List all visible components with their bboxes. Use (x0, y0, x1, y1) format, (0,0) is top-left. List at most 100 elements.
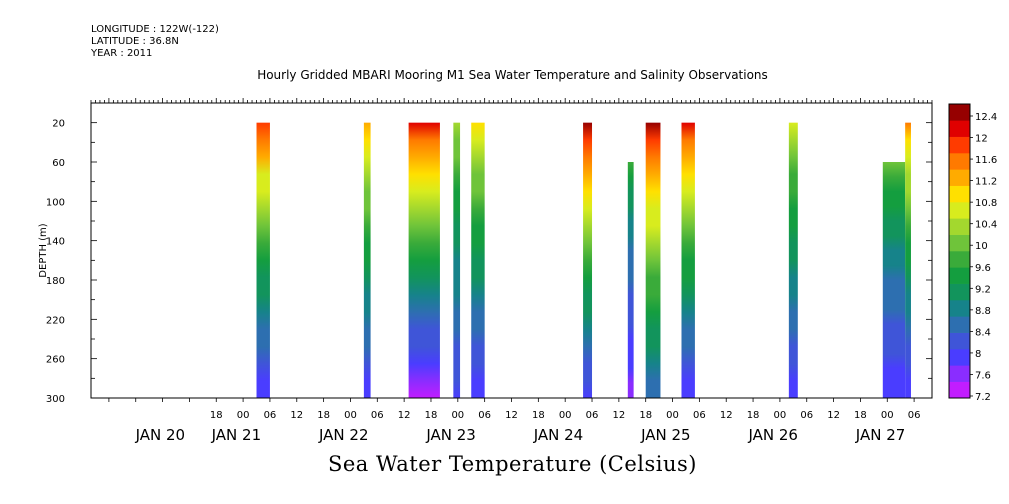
colorbar-swatch (949, 136, 970, 154)
x-tick-label: 18 (210, 410, 223, 421)
colorbar-swatch (949, 120, 970, 137)
y-tick-label: 300 (46, 394, 65, 405)
x-day-label: JAN 22 (318, 426, 369, 444)
y-tick-label: 100 (46, 197, 65, 208)
data-column (408, 122, 440, 399)
x-tick-label: 06 (264, 410, 277, 421)
data-column (453, 122, 461, 399)
axes: 18 00 06 12 18 00 06 12 18 00 06 12 18 00 06 12 18 00 06 12… (38, 98, 933, 444)
x-tick-label: 18 (317, 410, 330, 421)
x-axis-label: Sea Water Temperature (Celsius) (327, 452, 697, 476)
x-tick-label: 12 (827, 410, 840, 421)
colorbar-swatch (949, 332, 970, 350)
colorbar-label: 10.8 (975, 198, 997, 209)
x-tick-label: 18 (425, 410, 438, 421)
x-tick-label: 00 (881, 410, 894, 421)
colorbar-label: 11.6 (975, 155, 997, 166)
year-text: YEAR : 2011 (91, 48, 153, 59)
colorbar-swatch (949, 349, 970, 366)
colorbar-label: 8 (975, 349, 981, 360)
x-day-label: JAN 24 (533, 426, 584, 444)
x-tick-label: 12 (612, 410, 625, 421)
x-tick-label: 06 (800, 410, 813, 421)
x-day-label: JAN 23 (425, 426, 476, 444)
colorbar-frame (948, 103, 971, 399)
colorbar-swatch (949, 185, 970, 203)
data-column (645, 122, 661, 399)
colorbar-swatch (949, 153, 970, 170)
x-day-label: JAN 20 (135, 426, 186, 444)
colorbar-swatch (949, 267, 970, 284)
colorbar-label: 11.2 (975, 177, 997, 188)
colorbar-swatch (949, 104, 970, 121)
data-column (788, 122, 798, 399)
colorbar-swatch (949, 169, 970, 186)
colorbar-label: 9.6 (975, 263, 991, 274)
y-tick-label: 260 (46, 355, 65, 366)
x-tick-label: 00 (344, 410, 357, 421)
x-tick-label: 12 (720, 410, 733, 421)
x-tick-label: 18 (639, 410, 652, 421)
colorbar-swatch (949, 300, 970, 317)
x-tick-label: 06 (908, 410, 921, 421)
metadata-block: LONGITUDE : 122W(-122) LATITUDE : 36.8N … (91, 24, 219, 60)
colorbar-swatch (949, 283, 970, 301)
colorbar-swatch (949, 365, 970, 382)
colorbar-label: 8.8 (975, 306, 991, 317)
colorbar-swatch (949, 218, 970, 235)
y-tick-label: 140 (46, 237, 65, 248)
x-tick-label: 00 (237, 410, 250, 421)
longitude-text: LONGITUDE : 122W(-122) (91, 24, 219, 35)
colorbar-swatch (949, 202, 970, 219)
x-tick-label: 18 (747, 410, 760, 421)
latitude-text: LATITUDE : 36.8N (91, 36, 179, 47)
x-tick-label: 06 (371, 410, 384, 421)
y-axis-label: DEPTH (m) (38, 223, 49, 277)
data-column (256, 122, 270, 399)
x-tick-label: 00 (451, 410, 464, 421)
colorbar-label: 10 (975, 241, 988, 252)
y-tick-label: 60 (52, 158, 65, 169)
colorbar-label: 9.2 (975, 284, 991, 295)
colorbar-swatch (949, 234, 970, 252)
colorbar-label: 12 (975, 134, 988, 145)
data-column (583, 122, 593, 399)
colorbar-swatch (949, 316, 970, 333)
colorbar-label: 8.4 (975, 327, 991, 338)
colorbar: 7.2 7.6 8 8.4 8.8 9.2 9.6 10 10.4 10.8 11.2 11.6 12 1… (948, 103, 997, 403)
colorbar-label: 7.2 (975, 392, 991, 403)
x-tick-label: 12 (290, 410, 303, 421)
data-column (681, 122, 695, 399)
x-tick-label: 18 (854, 410, 867, 421)
y-tick-label: 220 (46, 315, 65, 326)
x-tick-label: 06 (693, 410, 706, 421)
colorbar-swatch (949, 381, 970, 399)
data-column (627, 162, 634, 398)
x-day-label: JAN 26 (747, 426, 798, 444)
data-column (363, 122, 371, 399)
x-day-label: JAN 25 (640, 426, 691, 444)
x-tick-label: 06 (478, 410, 491, 421)
data-column (471, 122, 485, 399)
x-tick-label: 12 (398, 410, 411, 421)
plot-frame (90, 102, 933, 399)
x-day-label: JAN 27 (855, 426, 906, 444)
x-tick-label: 00 (666, 410, 679, 421)
x-tick-label: 00 (559, 410, 572, 421)
data-column (882, 162, 906, 398)
y-tick-label: 20 (52, 119, 65, 130)
x-tick-label: 06 (586, 410, 599, 421)
chart-title: Hourly Gridded MBARI Mooring M1 Sea Wate… (257, 68, 768, 82)
x-day-label: JAN 21 (211, 426, 262, 444)
colorbar-label: 7.6 (975, 370, 991, 381)
colorbar-label: 10.4 (975, 220, 997, 231)
colorbar-swatch (949, 251, 970, 268)
x-tick-label: 12 (505, 410, 518, 421)
x-tick-label: 00 (774, 410, 787, 421)
y-tick-label: 180 (46, 276, 65, 287)
x-tick-label: 18 (532, 410, 545, 421)
plot-area (256, 122, 911, 399)
colorbar-label: 12.4 (975, 112, 997, 123)
data-column (905, 122, 911, 399)
